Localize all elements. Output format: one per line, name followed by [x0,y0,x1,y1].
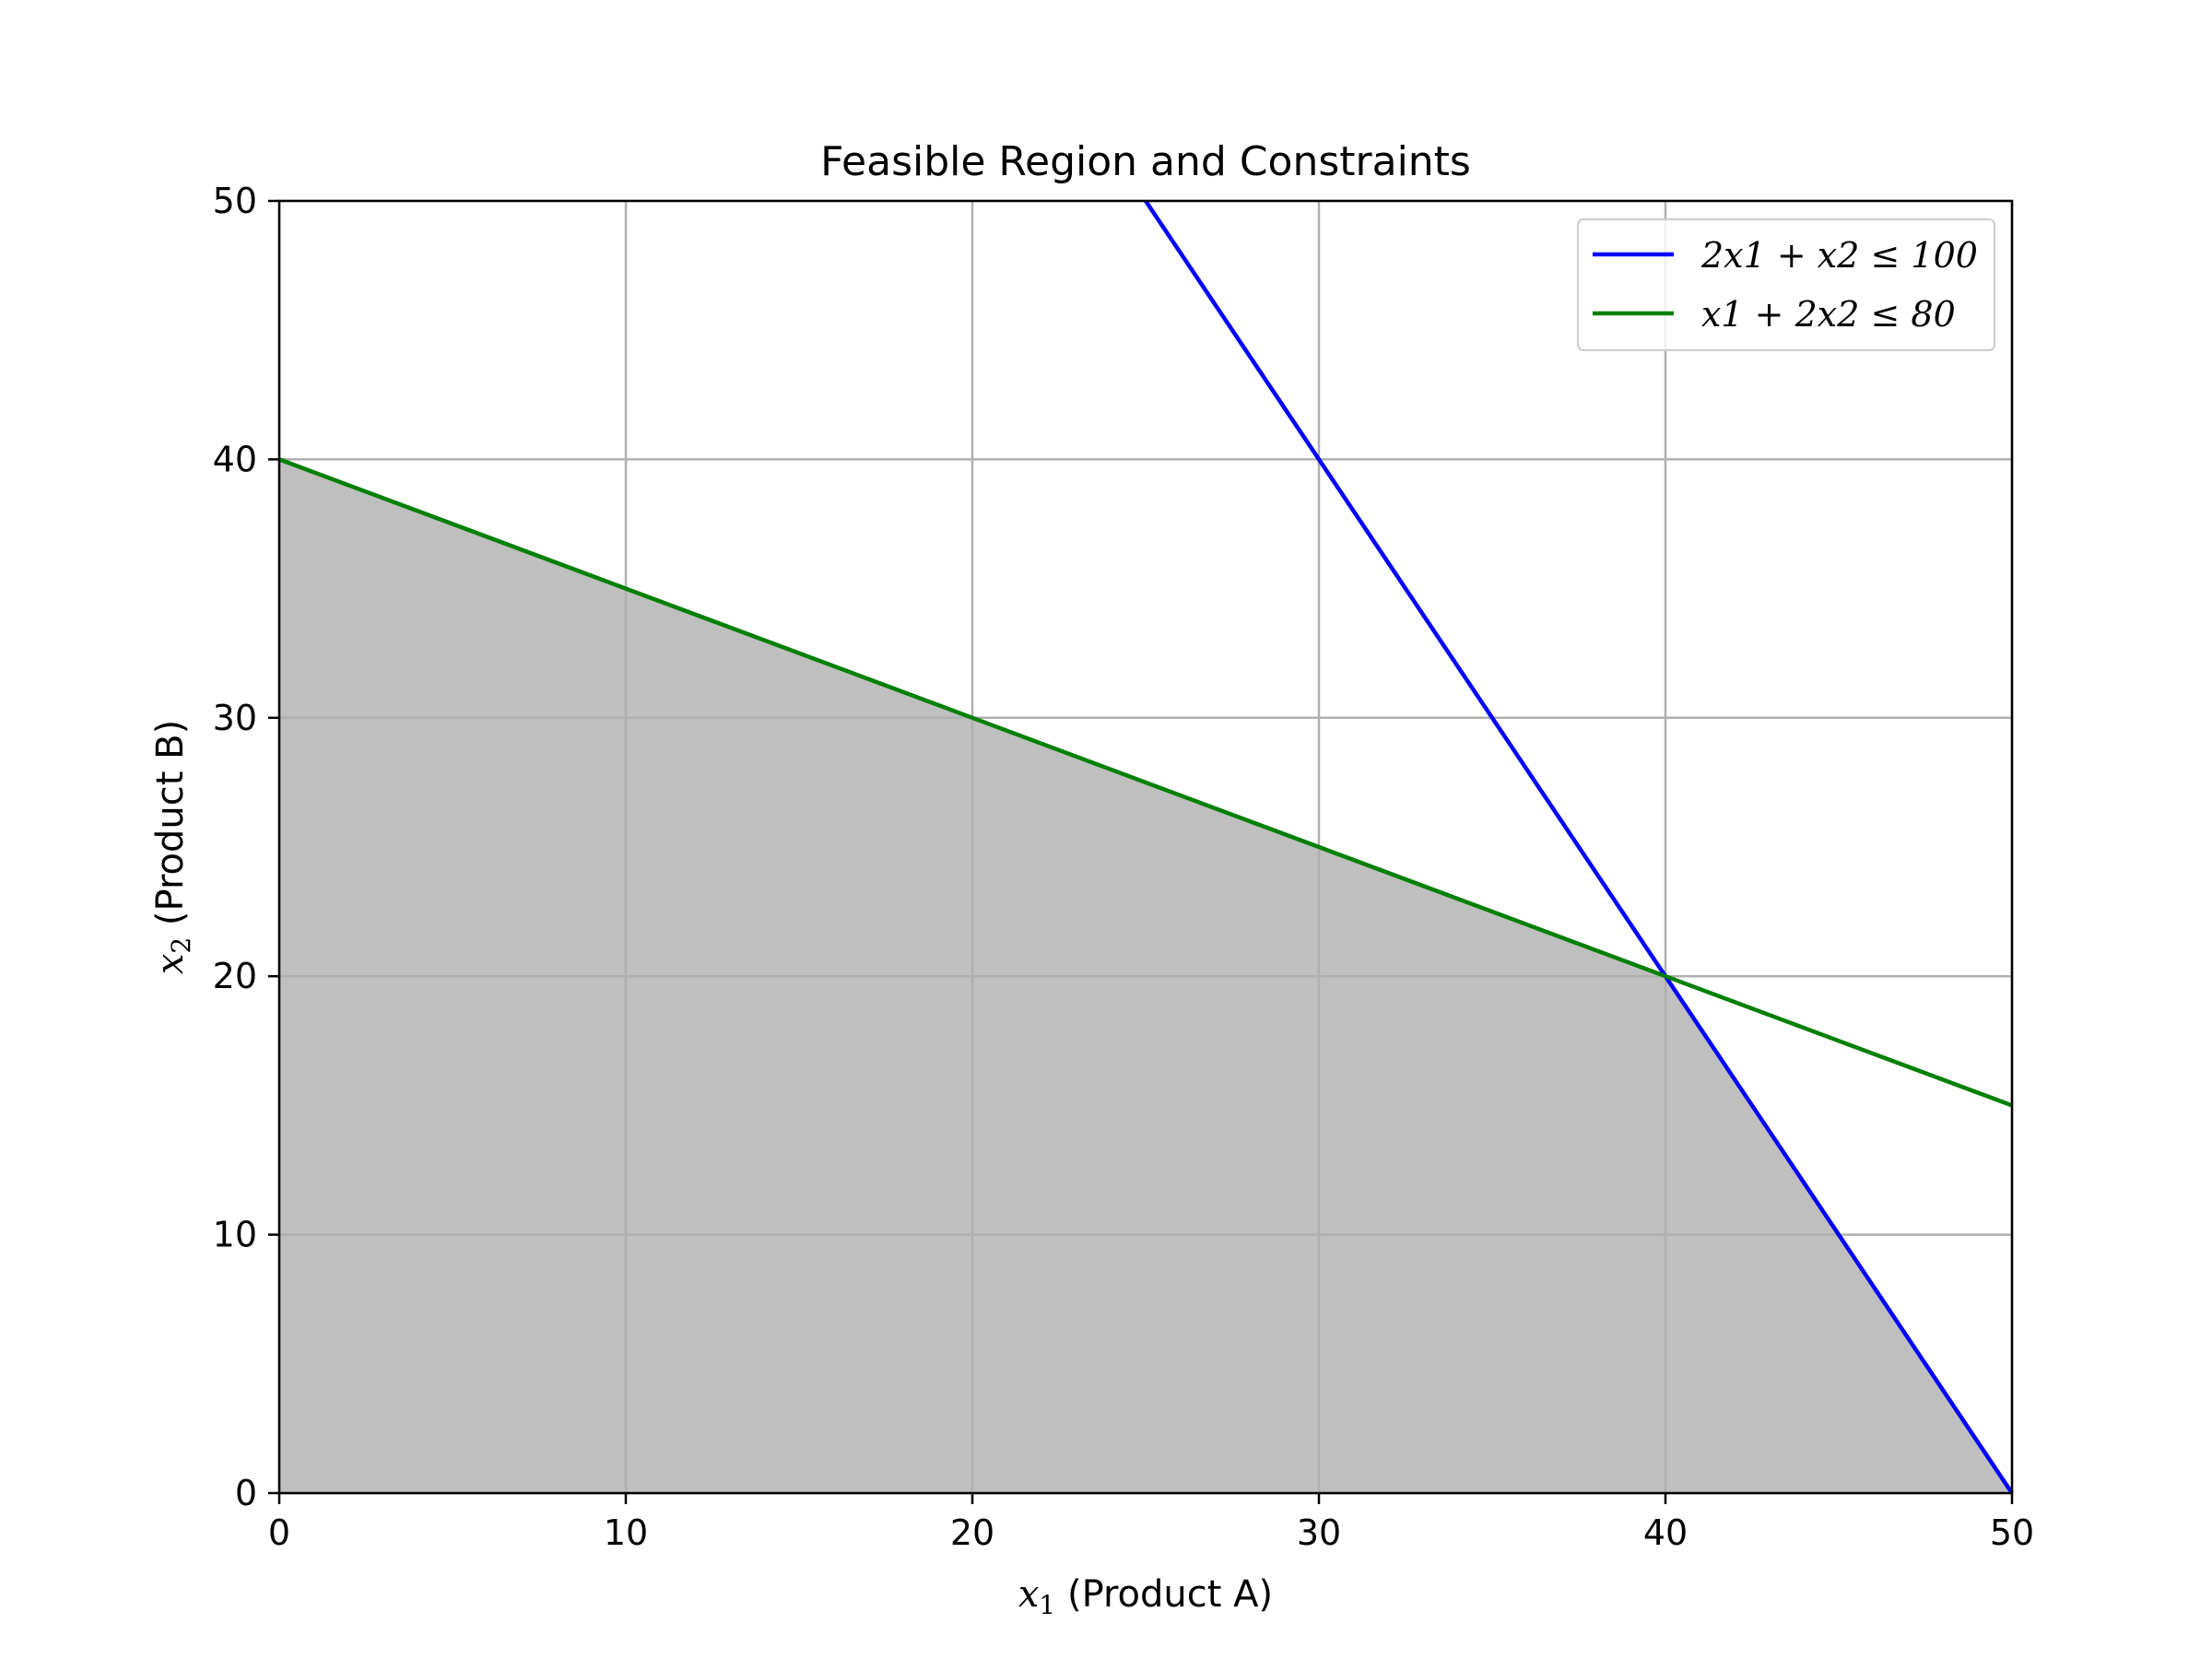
x-axis-label: x1 (Product A) [1018,1573,1273,1620]
ticks: 0 10 20 30 40 50 0 10 20 30 40 50 [213,181,2035,1553]
x-tick-label-20: 20 [950,1512,994,1553]
y-tick-label-40: 40 [213,439,257,479]
y-tick-label-10: 10 [213,1215,257,1255]
chart-title: Feasible Region and Constraints [820,138,1471,185]
series-layer [278,199,2014,1495]
y-tick-label-20: 20 [213,956,257,996]
legend-label-constraint-2: x1 + 2x2 ≤ 80 [1701,294,1956,335]
x-tick-label-40: 40 [1643,1512,1688,1553]
legend-box [1577,218,1995,351]
series-line-constraint-1 [1144,199,2014,1495]
y-tick-label-50: 50 [213,181,257,221]
x-tick-label-50: 50 [1990,1512,2034,1553]
plot-frame [277,199,2014,1495]
y-tick-label-30: 30 [213,698,257,738]
x-tick-label-10: 10 [604,1512,648,1553]
x-tick-label-0: 0 [268,1512,290,1553]
y-tick-label-0: 0 [235,1473,257,1513]
legend: 2x1 + x2 ≤ 100 x1 + 2x2 ≤ 80 [1577,218,1995,351]
series-line-constraint-2 [278,457,2013,1108]
x-tick-label-30: 30 [1297,1512,1341,1553]
legend-label-constraint-1: 2x1 + x2 ≤ 100 [1700,235,1978,276]
y-axis-label: x2 (Product B) [149,720,196,974]
